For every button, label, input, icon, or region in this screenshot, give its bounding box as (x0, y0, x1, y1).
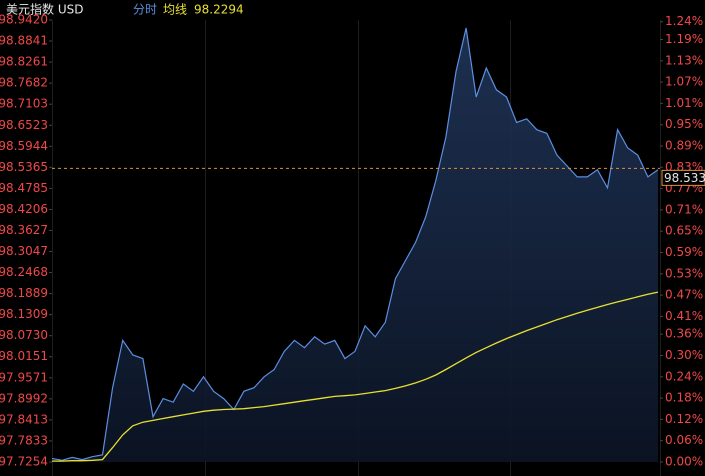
mode-label: 分时 (133, 3, 157, 17)
y2-tick-label: 0.12% (665, 412, 703, 426)
y-tick-label: 98.5365 (0, 160, 48, 174)
price-area (52, 28, 658, 462)
y2-tick-label: 0.89% (665, 139, 703, 153)
y-tick-label: 98.7682 (0, 76, 48, 90)
y-tick-label: 98.6523 (0, 118, 48, 132)
y2-tick-label: 1.13% (665, 53, 703, 67)
y2-tick-label: 1.01% (665, 96, 703, 110)
y-tick-label: 98.8261 (0, 55, 48, 69)
y-tick-label: 97.7833 (0, 433, 48, 447)
y2-tick-label: 1.07% (665, 75, 703, 89)
y2-tick-label: 0.00% (665, 455, 703, 469)
average-label: 均线 (163, 3, 187, 17)
y-tick-label: 97.8413 (0, 412, 48, 426)
y-tick-label: 98.0151 (0, 349, 48, 363)
y2-tick-label: 0.18% (665, 391, 703, 405)
y-tick-label: 98.1889 (0, 286, 48, 300)
average-value: 98.2294 (194, 3, 244, 17)
y2-tick-label: 1.19% (665, 32, 703, 46)
y2-tick-label: 0.30% (665, 348, 703, 362)
y-tick-label: 98.7103 (0, 97, 48, 111)
chart-title: 美元指数 USD (6, 2, 83, 17)
y2-tick-label: 0.47% (665, 288, 703, 302)
y-tick-label: 97.7254 (0, 455, 48, 469)
y-tick-label: 98.4785 (0, 181, 48, 195)
y-tick-label: 98.5944 (0, 139, 48, 153)
y2-tick-label: 0.06% (665, 433, 703, 447)
y2-tick-label: 0.59% (665, 245, 703, 259)
y-tick-label: 98.4206 (0, 202, 48, 216)
y-tick-label: 98.1309 (0, 307, 48, 321)
y-tick-label: 98.2468 (0, 265, 48, 279)
y-tick-label: 97.9571 (0, 370, 48, 384)
y-tick-label: 98.0730 (0, 328, 48, 342)
y-tick-label: 98.8841 (0, 34, 48, 48)
y2-tick-label: 0.41% (665, 309, 703, 323)
y-tick-label: 98.3047 (0, 244, 48, 258)
last-price-box (661, 169, 705, 186)
price-line (51, 27, 659, 461)
y2-tick-label: 0.71% (665, 202, 703, 216)
y2-tick-label: 0.53% (665, 266, 703, 280)
y2-tick-label: 0.65% (665, 224, 703, 238)
y2-tick-label: 0.95% (665, 117, 703, 131)
y-tick-label: 98.3627 (0, 223, 48, 237)
y2-tick-label: 0.36% (665, 327, 703, 341)
y2-tick-label: 1.24% (665, 14, 703, 28)
last-price-label: 98.5336 (664, 171, 705, 185)
y-tick-label: 98.9420 (0, 13, 48, 27)
y2-tick-label: 0.24% (665, 369, 703, 383)
average-line (52, 291, 659, 462)
y-tick-label: 97.8992 (0, 391, 48, 405)
